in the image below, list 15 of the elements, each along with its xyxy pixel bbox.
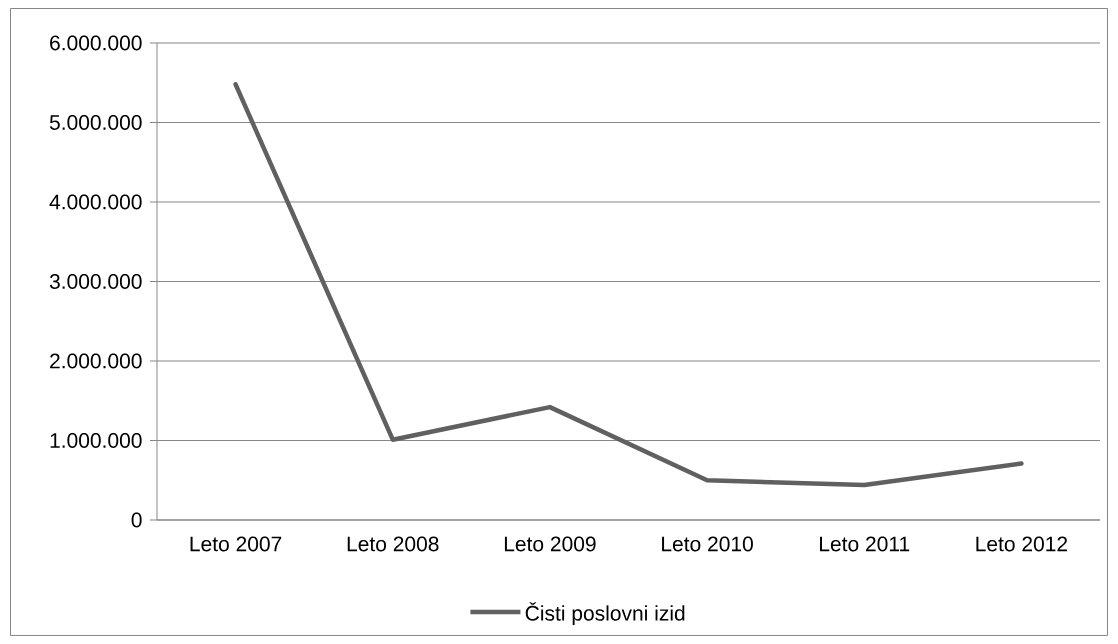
y-tick-label: 1.000.000 — [50, 433, 142, 448]
x-tick-label: Leto 2010 — [662, 536, 753, 552]
y-tick-label: 4.000.000 — [49, 194, 142, 210]
x-tick-label: Leto 2008 — [347, 536, 439, 552]
y-tick-label: 3.000.000 — [49, 274, 142, 289]
y-tick-label: 6.000.000 — [50, 35, 142, 51]
x-tick-label: Leto 2009 — [504, 536, 596, 552]
x-tick-label: Leto 2007 — [190, 536, 282, 552]
y-tick-label: 5.000.000 — [49, 115, 142, 130]
y-tick-label: 0 — [131, 512, 142, 528]
x-tick-label: Leto 2011 — [820, 536, 910, 552]
y-tick-label: 2.000.000 — [50, 353, 142, 369]
legend-label: Čisti poslovni izid — [525, 602, 685, 625]
line-series — [233, 82, 1024, 488]
x-tick-label: Leto 2012 — [976, 536, 1068, 552]
